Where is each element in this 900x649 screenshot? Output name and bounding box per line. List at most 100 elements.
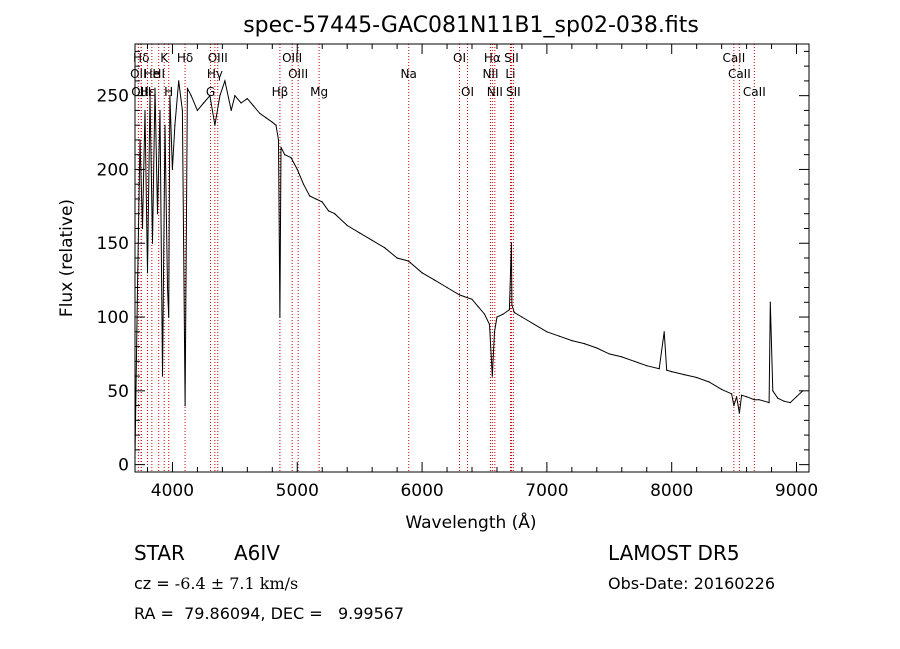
spectrum-point	[184, 404, 186, 407]
survey-label: LAMOST DR5	[608, 541, 740, 565]
radec-label: RA = 79.86094, DEC = 9.99567	[134, 604, 405, 623]
spectrum-point	[663, 331, 665, 333]
spectrum-point	[768, 402, 770, 404]
spectrum-point	[315, 198, 317, 200]
spectrum-point	[731, 393, 733, 395]
spectrum-point	[164, 124, 166, 126]
spectrum-point	[721, 388, 723, 390]
spectrum-point	[772, 390, 774, 392]
spectrum-point	[280, 146, 282, 148]
spectrum-point	[149, 95, 151, 97]
spectrum-point	[146, 272, 149, 274]
spectrum-point	[174, 124, 176, 126]
spectrum-point	[321, 201, 323, 203]
spectrum-point	[171, 168, 174, 171]
spectral-line-label: SII	[506, 85, 521, 99]
spectrum-point	[151, 242, 154, 244]
spectrum-point	[421, 272, 423, 274]
chart-title: spec-57445-GAC081N11B1_sp02-038.fits	[243, 13, 699, 38]
spectrum-point	[458, 294, 461, 296]
x-tick-label: 7000	[525, 481, 568, 501]
spectral-line-label: Hδ	[133, 51, 149, 65]
spectrum-point	[608, 353, 610, 355]
spectrum-point	[154, 87, 156, 89]
y-tick-label: 150	[97, 234, 129, 254]
spectrum-point	[502, 313, 504, 315]
spectrum-point	[334, 213, 336, 215]
spectrum-point	[141, 227, 144, 230]
spectrum-point	[234, 95, 236, 97]
spectral-line-label: G	[206, 85, 215, 99]
spectrum-point	[279, 316, 281, 318]
spectrum-point	[169, 95, 171, 97]
spectrum-point	[741, 394, 743, 396]
spectral-line-label: Hβ	[272, 85, 289, 99]
spectrum-point	[513, 312, 516, 314]
spectrum-point	[708, 381, 710, 383]
spectrum-point	[769, 301, 771, 303]
y-axis-ticks: 0 50 100 150 200 250	[97, 50, 809, 476]
spectrum-point	[658, 368, 660, 370]
spectral-line-label: OI	[461, 85, 474, 99]
spectrum-point	[738, 412, 740, 414]
subclass-label: A6IV	[234, 541, 280, 565]
spectrum-point	[446, 286, 448, 289]
spectrum-point	[683, 373, 685, 376]
spectral-line-label: SII	[504, 51, 519, 65]
spectrum-point	[181, 109, 184, 112]
spectrum-point	[745, 396, 748, 398]
spectrum-point	[736, 396, 738, 398]
x-tick-label: 9000	[775, 481, 818, 501]
x-tick-label: 8000	[650, 481, 693, 501]
spectrum-point	[795, 396, 798, 398]
spectrum-point	[633, 360, 635, 362]
spectrum-point	[471, 298, 473, 300]
spectrum-point	[671, 371, 673, 373]
spectrum-point	[209, 95, 211, 97]
spectral-line-label: OI	[453, 51, 466, 65]
spectrum-point	[224, 80, 226, 82]
spectrum-point	[789, 402, 791, 404]
spectrum-point	[168, 316, 170, 318]
spectral-line-label: CaII	[728, 67, 751, 81]
spectrum-point	[483, 313, 486, 315]
spectrum-point	[596, 347, 598, 349]
spectrum-point	[384, 247, 386, 249]
spectral-line-label: Mg	[310, 85, 328, 99]
spectrum-point	[621, 356, 623, 358]
spectrum-point	[510, 242, 513, 244]
spectral-line-label: CaII	[722, 51, 745, 65]
spectrum-point	[203, 102, 205, 104]
spectrum-point	[284, 154, 286, 156]
x-tick-label: 6000	[400, 481, 443, 501]
spectrum-point	[783, 400, 785, 402]
spectrum-point	[758, 399, 760, 401]
spectrum-point	[371, 239, 373, 241]
spectrum-point	[407, 260, 409, 262]
x-axis-ticks: 4000 5000 6000 7000 8000 9000	[146, 44, 818, 501]
spectral-line-label: CaII	[743, 85, 766, 99]
spectrum-point	[493, 331, 496, 333]
spectrum-point	[777, 397, 779, 399]
spectrum-point	[178, 80, 180, 82]
spectral-line-label: NII	[487, 85, 503, 99]
spectral-line-label: OIII	[288, 67, 308, 81]
spectrum-point	[186, 87, 189, 89]
spectrum-point	[546, 331, 548, 333]
spectrum-point	[214, 124, 216, 126]
spectrum-point	[558, 335, 560, 337]
y-tick-label: 0	[118, 456, 129, 476]
spectrum-point	[277, 139, 280, 141]
spectrum-point	[511, 304, 513, 306]
spectrum-point	[265, 117, 267, 119]
spectral-line-label: OIII	[282, 51, 302, 65]
spectral-line-label: H	[164, 85, 173, 99]
spectrum-point	[240, 102, 242, 104]
spectral-line-label: Li	[505, 67, 515, 81]
y-axis-label: Flux (relative)	[57, 199, 77, 317]
class-label: STAR	[134, 541, 185, 565]
spectrum-point	[246, 98, 248, 100]
spectrum-point	[156, 213, 159, 215]
